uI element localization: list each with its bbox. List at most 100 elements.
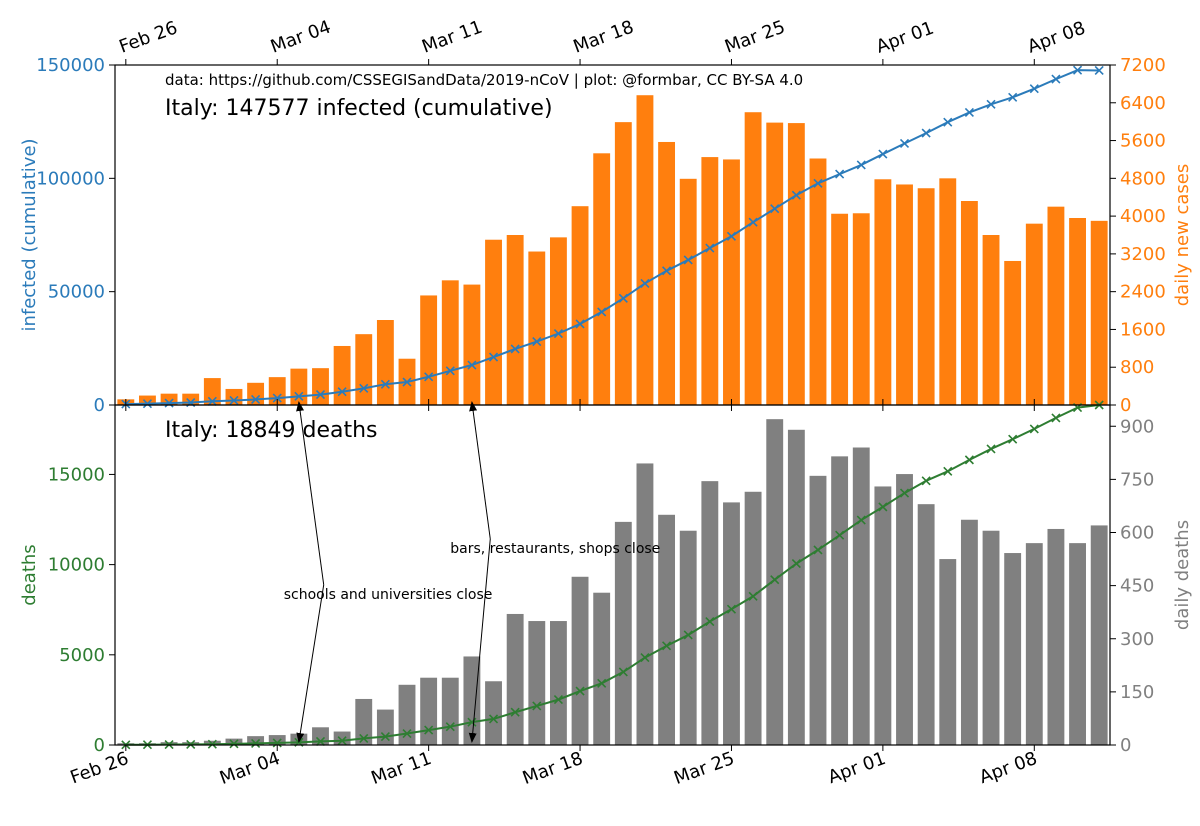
left-ytick: 0 xyxy=(94,395,105,416)
right-ytick: 4800 xyxy=(1120,168,1166,189)
daily-deaths-bar xyxy=(701,481,718,745)
daily-cases-bar xyxy=(680,179,697,405)
chart-container: 0500001000001500000800160024003200400048… xyxy=(0,0,1200,826)
daily-cases-bar xyxy=(615,122,632,405)
left-ytick: 15000 xyxy=(48,464,105,485)
daily-deaths-bar xyxy=(377,710,394,745)
ylabel-infected: infected (cumulative) xyxy=(19,138,40,331)
daily-deaths-bar xyxy=(853,448,870,746)
right-ytick: 600 xyxy=(1120,523,1154,544)
daily-deaths-bar xyxy=(442,678,459,745)
top-panel-title: Italy: 147577 infected (cumulative) xyxy=(165,96,553,121)
daily-deaths-bar xyxy=(896,474,913,745)
credit-text: data: https://github.com/CSSEGISandData/… xyxy=(165,71,803,89)
daily-deaths-bar xyxy=(1047,529,1064,745)
daily-cases-bar xyxy=(226,389,243,405)
daily-deaths-bar xyxy=(918,504,935,745)
right-ytick: 0 xyxy=(1120,395,1131,416)
bottom-panel-title: Italy: 18849 deaths xyxy=(165,418,378,443)
daily-deaths-bar xyxy=(874,486,891,745)
daily-cases-bar xyxy=(572,206,589,405)
ylabel-daily-deaths: daily deaths xyxy=(1172,520,1193,630)
daily-cases-bar xyxy=(290,369,307,405)
daily-cases-bar xyxy=(701,157,718,405)
daily-cases-bar xyxy=(810,159,827,406)
chart-svg: 0500001000001500000800160024003200400048… xyxy=(0,0,1200,826)
daily-deaths-bar xyxy=(399,685,416,745)
right-ytick: 0 xyxy=(1120,735,1131,756)
daily-deaths-bar xyxy=(939,559,956,745)
daily-deaths-bar xyxy=(788,430,805,745)
daily-cases-bar xyxy=(377,320,394,405)
daily-deaths-bar xyxy=(1091,525,1108,745)
right-ytick: 4000 xyxy=(1120,206,1166,227)
daily-deaths-bar xyxy=(961,520,978,745)
daily-deaths-bar xyxy=(766,419,783,745)
left-ytick: 0 xyxy=(94,735,105,756)
left-ytick: 5000 xyxy=(59,645,105,666)
daily-cases-bar xyxy=(355,334,372,405)
daily-cases-bar xyxy=(442,280,459,405)
left-ytick: 100000 xyxy=(36,168,105,189)
daily-deaths-bar xyxy=(637,463,654,745)
daily-deaths-bar xyxy=(810,476,827,745)
daily-cases-bar xyxy=(723,159,740,405)
daily-deaths-bar xyxy=(831,456,848,745)
daily-deaths-bar xyxy=(1069,543,1086,745)
left-ytick: 150000 xyxy=(36,55,105,76)
daily-cases-bar xyxy=(637,95,654,405)
daily-deaths-bar xyxy=(723,502,740,745)
right-ytick: 7200 xyxy=(1120,55,1166,76)
daily-deaths-bar xyxy=(983,531,1000,745)
daily-cases-bar xyxy=(485,240,502,405)
right-ytick: 750 xyxy=(1120,469,1154,490)
daily-cases-bar xyxy=(507,235,524,405)
annotation-schools-close: schools and universities close xyxy=(284,587,493,603)
daily-cases-bar xyxy=(939,178,956,405)
daily-deaths-bar xyxy=(420,678,437,745)
daily-cases-bar xyxy=(983,235,1000,405)
daily-cases-bar xyxy=(1069,218,1086,405)
daily-deaths-bar xyxy=(507,614,524,745)
daily-cases-bar xyxy=(528,252,545,405)
daily-cases-bar xyxy=(961,201,978,405)
daily-deaths-bar xyxy=(745,492,762,745)
daily-cases-bar xyxy=(896,184,913,405)
daily-cases-bar xyxy=(312,368,329,405)
daily-deaths-bar xyxy=(485,681,502,745)
daily-cases-bar xyxy=(1026,224,1043,405)
daily-deaths-bar xyxy=(658,515,675,745)
ylabel-daily-cases: daily new cases xyxy=(1172,164,1193,307)
daily-cases-bar xyxy=(420,295,437,405)
daily-cases-bar xyxy=(918,188,935,405)
right-ytick: 1600 xyxy=(1120,319,1166,340)
right-ytick: 300 xyxy=(1120,629,1154,650)
daily-deaths-bar xyxy=(1004,553,1021,745)
daily-deaths-bar xyxy=(572,577,589,745)
daily-deaths-bar xyxy=(528,621,545,745)
right-ytick: 6400 xyxy=(1120,93,1166,114)
right-ytick: 5600 xyxy=(1120,131,1166,152)
daily-deaths-bar xyxy=(463,656,480,745)
daily-cases-bar xyxy=(247,383,264,405)
left-ytick: 50000 xyxy=(48,282,105,303)
daily-cases-bar xyxy=(766,123,783,405)
daily-cases-bar xyxy=(463,285,480,405)
daily-cases-bar xyxy=(831,214,848,405)
daily-cases-bar xyxy=(1047,207,1064,405)
right-ytick: 450 xyxy=(1120,576,1154,597)
daily-cases-bar xyxy=(334,346,351,405)
daily-deaths-bar xyxy=(334,732,351,745)
annotation-shops-close: bars, restaurants, shops close xyxy=(450,541,660,557)
daily-deaths-bar xyxy=(1026,543,1043,745)
right-ytick: 3200 xyxy=(1120,244,1166,265)
ylabel-deaths: deaths xyxy=(19,544,40,605)
daily-cases-bar xyxy=(1004,261,1021,405)
daily-cases-bar xyxy=(593,153,610,405)
daily-cases-bar xyxy=(853,213,870,405)
right-ytick: 150 xyxy=(1120,682,1154,703)
right-ytick: 2400 xyxy=(1120,282,1166,303)
right-ytick: 900 xyxy=(1120,416,1154,437)
daily-cases-bar xyxy=(874,179,891,405)
daily-deaths-bar xyxy=(593,593,610,745)
